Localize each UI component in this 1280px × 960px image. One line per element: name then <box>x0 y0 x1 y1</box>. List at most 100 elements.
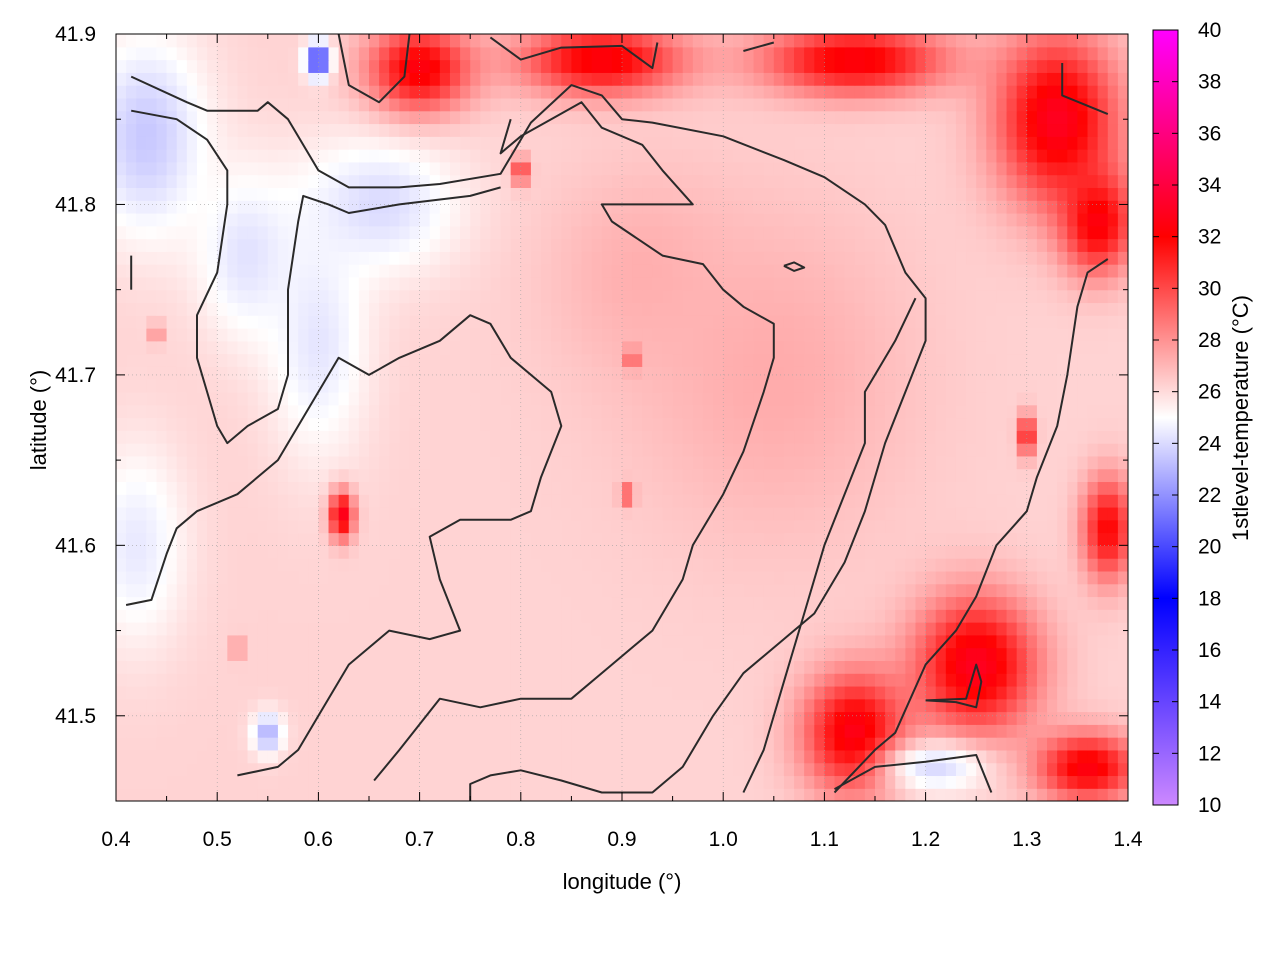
heatmap-cell <box>1057 353 1068 367</box>
heatmap-cell <box>895 647 906 661</box>
heatmap-cell <box>277 583 289 598</box>
heatmap-cell <box>875 468 886 483</box>
heatmap-cell <box>753 570 765 585</box>
heatmap-cell <box>783 749 795 764</box>
heatmap-cell <box>318 353 330 367</box>
heatmap-cell <box>1107 749 1119 764</box>
heatmap-cell <box>419 519 431 534</box>
heatmap-cell <box>409 455 421 470</box>
heatmap-cell <box>794 161 805 176</box>
heatmap-cell <box>318 328 330 342</box>
heatmap-cell <box>1016 289 1028 304</box>
heatmap-cell <box>794 468 805 483</box>
heatmap-cell <box>824 366 836 380</box>
heatmap-cell <box>277 366 289 380</box>
heatmap-cell <box>237 711 249 725</box>
heatmap-cell <box>723 622 734 636</box>
heatmap-cell <box>955 315 967 329</box>
heatmap-cell <box>925 788 937 801</box>
heatmap-cell <box>277 379 289 393</box>
heatmap-cell <box>955 596 967 610</box>
heatmap-cell <box>510 762 522 777</box>
heatmap-cell <box>794 506 805 521</box>
heatmap-cell <box>409 238 421 252</box>
heatmap-cell <box>510 276 522 291</box>
heatmap-cell <box>642 174 653 188</box>
heatmap-cell <box>439 660 451 674</box>
heatmap-cell <box>692 238 704 252</box>
heatmap-cell <box>642 417 653 431</box>
heatmap-cell <box>277 737 289 751</box>
heatmap-cell <box>672 775 684 789</box>
heatmap-cell <box>935 724 947 738</box>
heatmap-cell <box>692 647 704 661</box>
heatmap-cell <box>369 328 380 342</box>
heatmap-cell <box>318 506 330 521</box>
heatmap-cell <box>1036 647 1048 661</box>
heatmap-cell <box>379 276 390 291</box>
heatmap-cell <box>186 698 198 713</box>
heatmap-cell <box>551 711 562 725</box>
heatmap-cell <box>935 328 947 342</box>
heatmap-cell <box>551 212 562 227</box>
heatmap-cell <box>460 315 471 329</box>
heatmap-cell <box>966 762 977 777</box>
heatmap-cell <box>257 302 269 316</box>
heatmap-cell <box>743 289 755 304</box>
heatmap-cell <box>986 532 998 546</box>
heatmap-cell <box>986 417 998 431</box>
heatmap-cell <box>379 660 390 674</box>
heatmap-cell <box>399 212 411 227</box>
heatmap-cell <box>1067 622 1078 636</box>
heatmap-cell <box>176 724 188 738</box>
heatmap-cell <box>409 353 421 367</box>
heatmap-cell <box>480 506 492 521</box>
heatmap-cell <box>905 200 917 214</box>
heatmap-cell <box>1026 775 1038 789</box>
heatmap-cell <box>611 711 623 725</box>
heatmap-cell <box>277 545 289 559</box>
heatmap-cell <box>1087 443 1099 457</box>
heatmap-cell <box>945 455 957 470</box>
heatmap-cell <box>662 749 674 764</box>
heatmap-cell <box>581 749 593 764</box>
heatmap-cell <box>723 468 734 483</box>
heatmap-cell <box>146 685 158 700</box>
heatmap-cell <box>1067 302 1078 316</box>
heatmap-cell <box>601 161 613 176</box>
heatmap-cell <box>480 532 492 546</box>
heatmap-cell <box>642 302 653 316</box>
heatmap-cell <box>733 558 745 572</box>
heatmap-cell <box>379 404 390 419</box>
heatmap-cell <box>520 340 532 355</box>
heatmap-cell <box>1117 225 1128 240</box>
heatmap-cell <box>338 519 350 534</box>
heatmap-cell <box>773 609 785 623</box>
heatmap-cell <box>348 430 360 444</box>
heatmap-cell <box>156 660 168 674</box>
heatmap-cell <box>915 775 927 789</box>
heatmap-cell <box>854 417 866 431</box>
heatmap-cell <box>601 174 613 188</box>
heatmap-cell <box>277 673 289 687</box>
heatmap-cell <box>713 315 724 329</box>
heatmap-cell <box>945 276 957 291</box>
heatmap-cell <box>267 417 279 431</box>
heatmap-cell <box>449 775 461 789</box>
heatmap-cell <box>196 634 208 649</box>
heatmap-cell <box>976 749 987 764</box>
heatmap-cell <box>399 340 411 355</box>
heatmap-cell <box>955 545 967 559</box>
heatmap-cell <box>743 161 755 176</box>
heatmap-cell <box>783 379 795 393</box>
heatmap-cell <box>510 788 522 801</box>
heatmap-cell <box>814 430 825 444</box>
heatmap-cell <box>389 519 400 534</box>
heatmap-cell <box>1097 762 1109 777</box>
heatmap-cell <box>692 660 704 674</box>
heatmap-cell <box>136 200 147 214</box>
heatmap-cell <box>116 443 127 457</box>
heatmap-cell <box>530 506 542 521</box>
heatmap-cell <box>490 698 502 713</box>
heatmap-cell <box>935 609 947 623</box>
